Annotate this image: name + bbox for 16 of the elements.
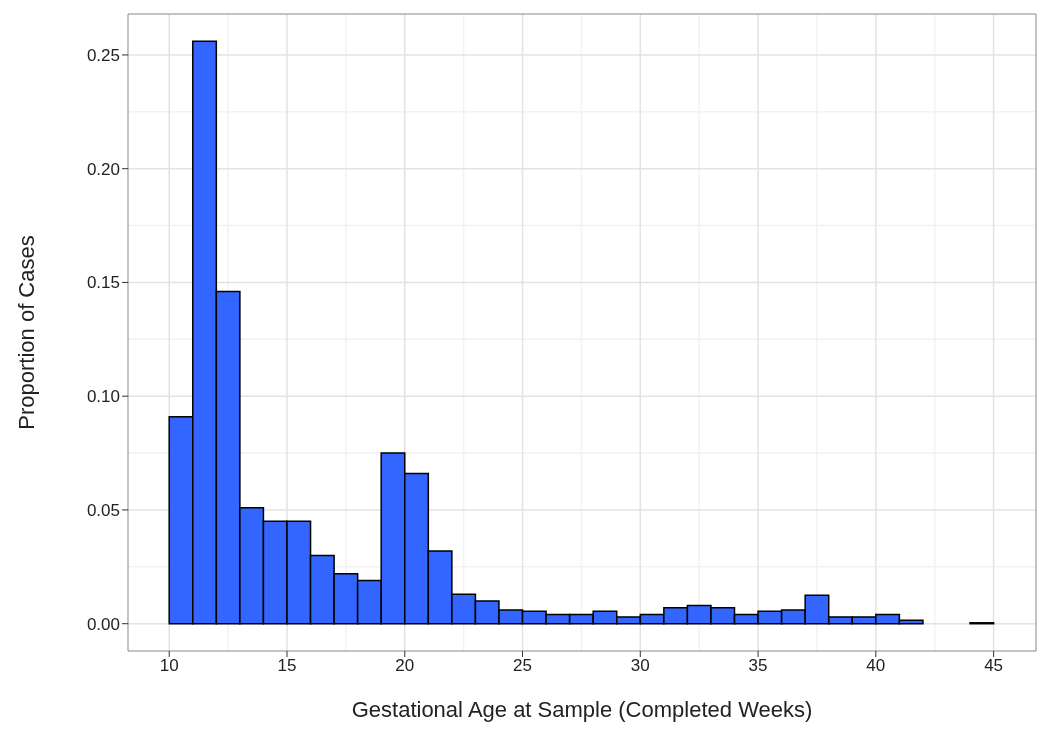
y-tick-label: 0.15 — [86, 273, 120, 293]
y-tick-label: 0.05 — [86, 500, 120, 520]
y-axis-title: Proportion of Cases — [13, 235, 39, 430]
y-tick-label: 0.10 — [86, 387, 120, 407]
x-tick-label: 30 — [630, 656, 650, 676]
x-tick-label: 45 — [984, 656, 1004, 676]
x-tick-label: 20 — [395, 656, 415, 676]
x-tick-label: 40 — [866, 656, 886, 676]
y-tick-label: 0.20 — [86, 159, 120, 179]
y-tick-label: 0.25 — [86, 45, 120, 65]
x-tick-label: 15 — [277, 656, 297, 676]
y-tick-label: 0.00 — [86, 614, 120, 634]
x-tick-label: 10 — [159, 656, 179, 676]
x-tick-label: 25 — [513, 656, 532, 676]
x-tick-label: 35 — [748, 656, 768, 676]
x-axis-title: Gestational Age at Sample (Completed Weeks) — [351, 697, 813, 722]
